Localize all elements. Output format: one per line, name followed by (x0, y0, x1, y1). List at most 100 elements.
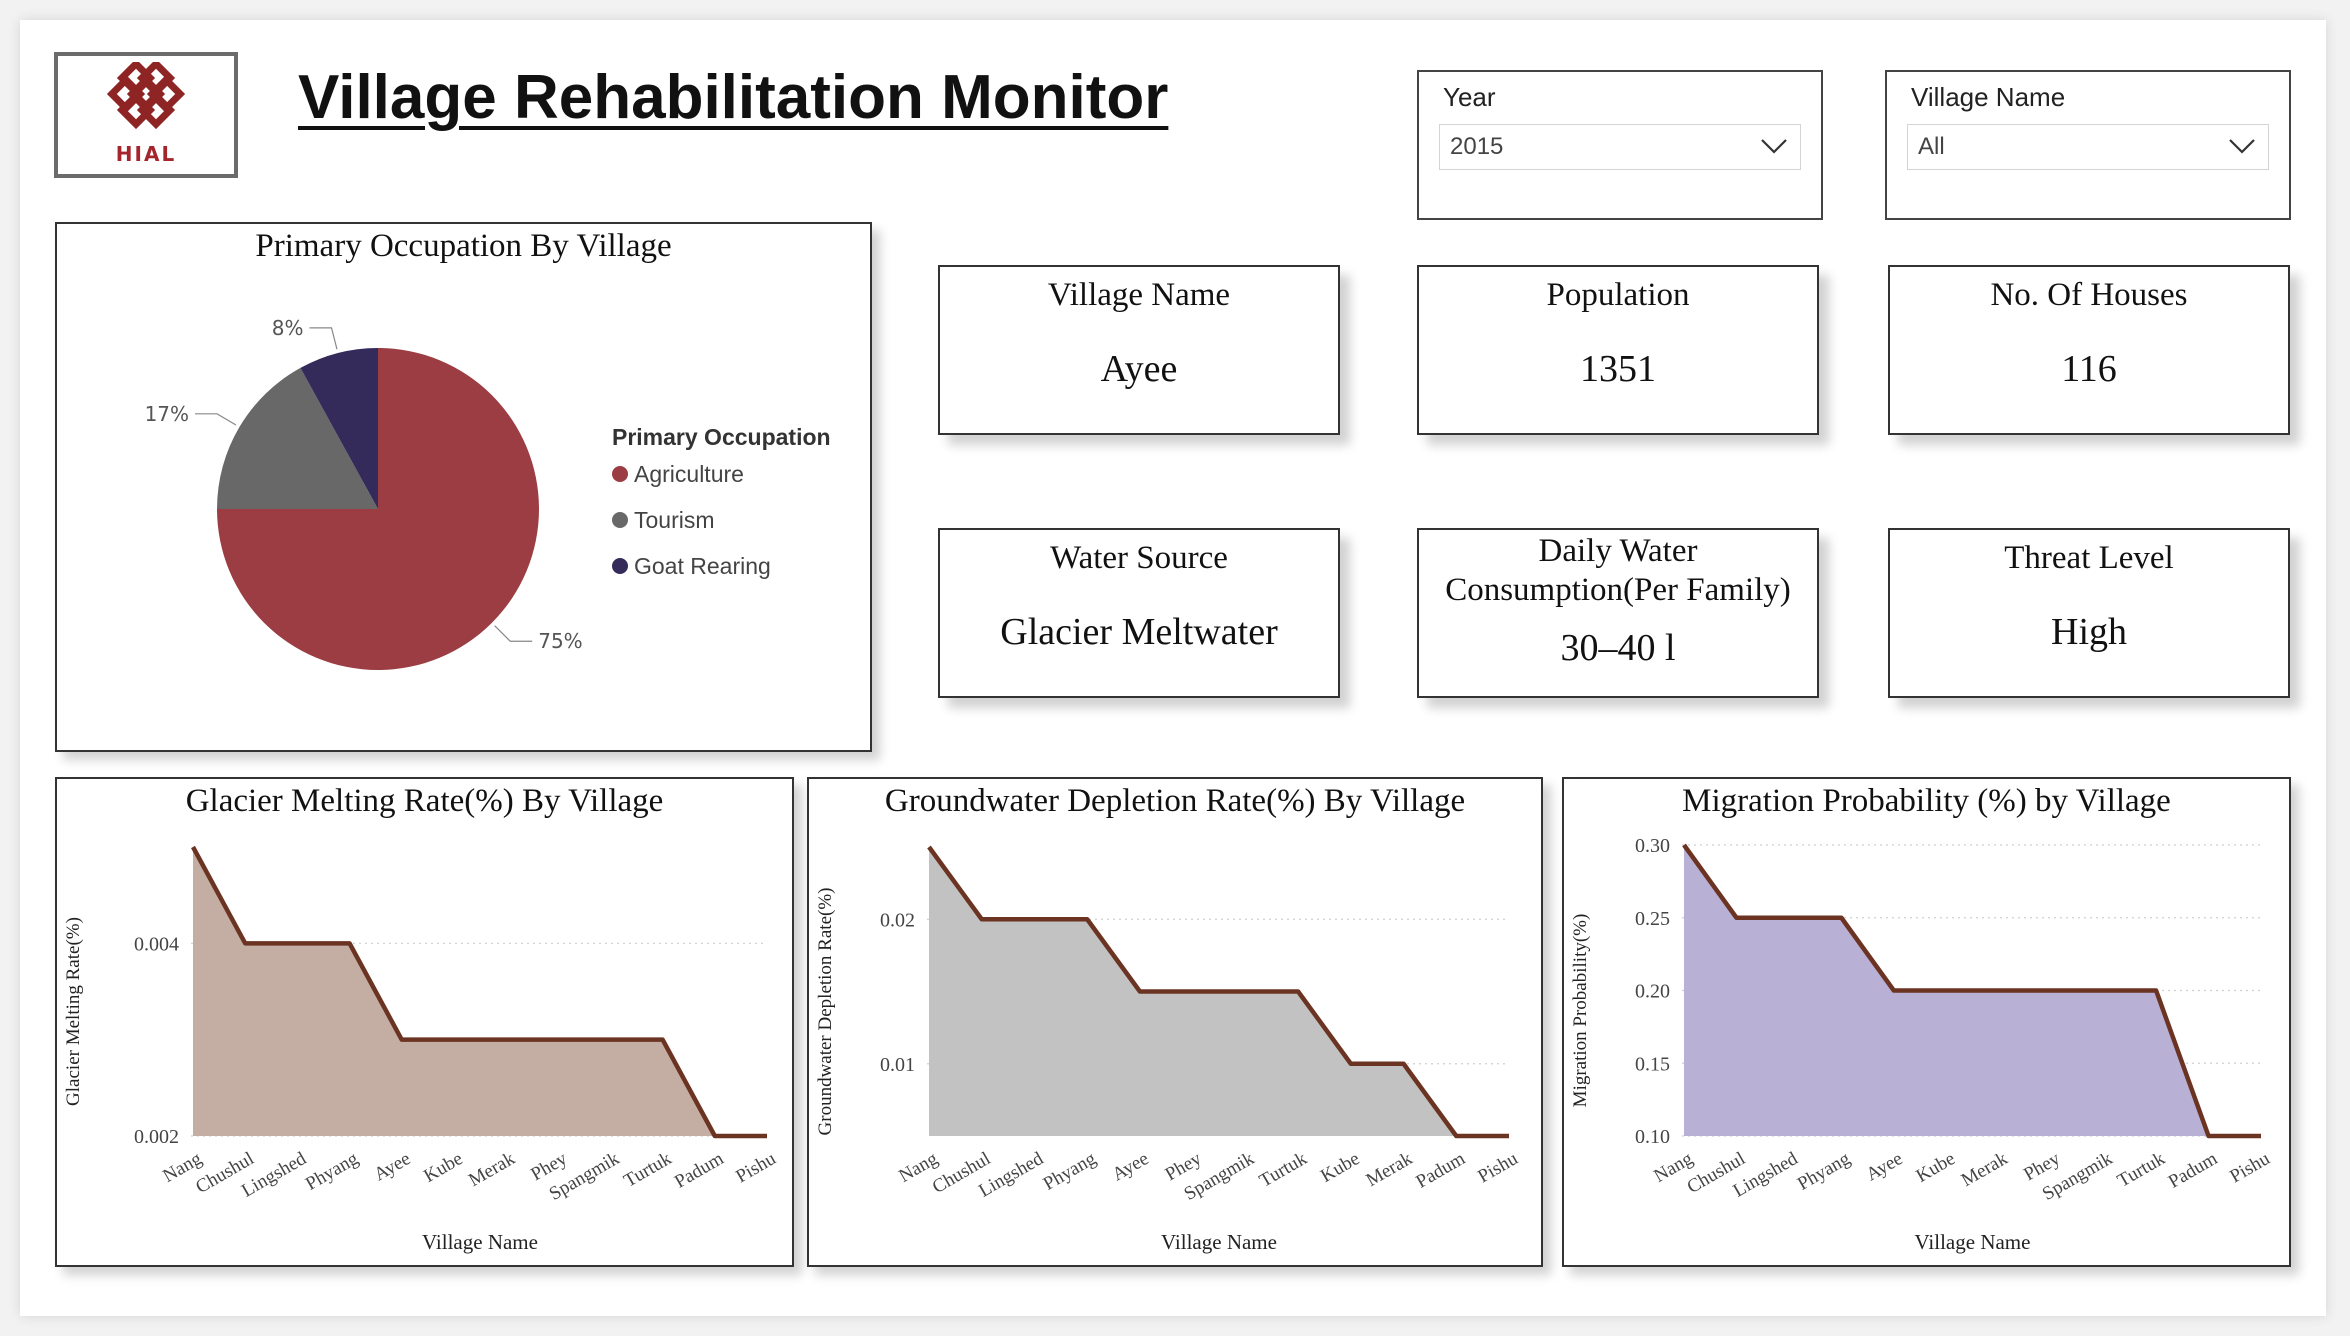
pie-slice-tourism (217, 367, 378, 509)
x-tick-label: Padum (2165, 1148, 2221, 1193)
pie-label-leader (195, 413, 237, 426)
legend-item-tourism[interactable]: Tourism (612, 497, 831, 543)
card-label: Water Source (1050, 540, 1228, 576)
x-tick-label: Pishu (732, 1148, 780, 1188)
x-tick-label: Kube (420, 1148, 466, 1187)
pie-legend: Primary Occupation Agriculture Tourism G… (612, 424, 831, 589)
migration-chart-title: Migration Probability (%) by Village (1682, 783, 2171, 819)
logo-text: HIAL (115, 142, 177, 166)
card-value: Ayee (1100, 348, 1178, 390)
threat-level-card: Threat Level High (1888, 528, 2290, 698)
year-dropdown-value: 2015 (1450, 133, 1504, 160)
card-label-line1: Daily Water (1538, 533, 1698, 569)
x-tick-label: Padum (1413, 1148, 1469, 1193)
village-name-card: Village Name Ayee (938, 265, 1340, 435)
pie-data-label: 8% (272, 316, 304, 340)
x-axis-label: Village Name (1915, 1230, 2031, 1254)
area-fill (193, 847, 767, 1136)
card-label-line2: Consumption(Per Family) (1445, 572, 1791, 608)
pie-slice-goat-rearing (300, 348, 378, 509)
card-label: Village Name (1047, 277, 1231, 313)
x-axis-label: Village Name (1161, 1230, 1277, 1254)
legend-title: Primary Occupation (612, 424, 831, 450)
x-axis-label: Village Name (422, 1230, 538, 1254)
y-tick-label: 0.002 (134, 1126, 179, 1148)
card-label: Population (1546, 277, 1690, 313)
glacier-melting-panel: Glacier Melting Rate(%) By Village 0.002… (55, 777, 794, 1267)
x-tick-label: Ayee (1863, 1148, 1907, 1185)
village-slicer-label: Village Name (1911, 82, 2066, 112)
water-source-card: Water Source Glacier Meltwater (938, 528, 1340, 698)
y-tick-label: 0.10 (1635, 1126, 1670, 1148)
y-axis-label: Glacier Melting Rate(%) (63, 917, 84, 1106)
migration-probability-panel: Migration Probability (%) by Village 0.1… (1562, 777, 2291, 1267)
y-axis-label: Groundwater Depletion Rate(%) (815, 888, 836, 1136)
legend-dot (612, 558, 628, 574)
card-label: Daily Water Consumption(Per Family) (1419, 532, 1817, 610)
x-tick-label: Phyang (302, 1148, 362, 1195)
x-tick-label: Merak (1363, 1148, 1417, 1191)
daily-water-card: Daily Water Consumption(Per Family) 30–4… (1417, 528, 1819, 698)
x-tick-label: Padum (671, 1148, 727, 1193)
endless-knot-icon (106, 62, 186, 130)
x-tick-label: Kube (1913, 1148, 1959, 1187)
card-label: Threat Level (2004, 540, 2174, 576)
x-tick-label: Turtuk (620, 1148, 675, 1192)
legend-item-agriculture[interactable]: Agriculture (612, 451, 831, 497)
occupation-pie-panel: Primary Occupation By Village 75% 17% 8% P… (55, 222, 872, 752)
chevron-down-icon (2229, 139, 2255, 154)
pie-chart-title: Primary Occupation By Village (255, 228, 672, 264)
x-tick-label: Kube (1317, 1148, 1363, 1187)
village-name-slicer: Village Name All (1885, 70, 2291, 220)
card-value: 30–40 l (1560, 627, 1676, 669)
houses-card: No. Of Houses 116 (1888, 265, 2290, 435)
series-line (927, 845, 1509, 1139)
glacier-chart-title: Glacier Melting Rate(%) By Village (185, 783, 664, 819)
population-card: Population 1351 (1417, 265, 1819, 435)
y-axis-label: Migration Probability(%) (1570, 914, 1591, 1108)
migration-probability-area-chart: 0.100.150.200.250.30NangChushulLingshedP… (1570, 835, 2274, 1254)
y-tick-label: 0.25 (1635, 908, 1670, 930)
x-tick-label: Turtuk (1256, 1148, 1311, 1192)
x-tick-label: Merak (1958, 1148, 2012, 1191)
groundwater-chart-title: Groundwater Depletion Rate(%) By Village (884, 783, 1466, 819)
village-dropdown[interactable]: All (1907, 124, 2269, 170)
x-tick-label: Pishu (1474, 1148, 1522, 1188)
card-value: High (2051, 611, 2127, 653)
village-dropdown-value: All (1918, 133, 1945, 160)
pie-data-label: 75% (538, 629, 582, 653)
y-tick-label: 0.20 (1635, 981, 1670, 1003)
x-tick-label: Merak (465, 1148, 519, 1191)
page-title: Village Rehabilitation Monitor (298, 63, 1169, 132)
year-slicer: Year 2015 (1417, 70, 1823, 220)
groundwater-depletion-panel: Groundwater Depletion Rate(%) By Village… (807, 777, 1543, 1267)
legend-label: Tourism (634, 506, 715, 533)
legend-label: Goat Rearing (634, 552, 771, 579)
y-tick-label: 0.30 (1635, 835, 1670, 857)
y-tick-label: 0.15 (1635, 1053, 1670, 1075)
pie-label-leader (494, 625, 533, 642)
x-tick-label: Phyang (1040, 1148, 1100, 1195)
x-tick-label: Ayee (371, 1148, 415, 1185)
x-tick-label: Pishu (2226, 1148, 2274, 1188)
x-tick-label: Phyang (1794, 1148, 1854, 1195)
card-value: Glacier Meltwater (1000, 611, 1278, 653)
x-tick-label: Turtuk (2114, 1148, 2169, 1192)
card-value: 116 (2061, 348, 2117, 390)
card-value: 1351 (1580, 348, 1656, 390)
pie-label-leader (309, 327, 338, 350)
hial-logo: HIAL (54, 52, 238, 178)
chevron-down-icon (1761, 139, 1787, 154)
x-tick-label: Ayee (1109, 1148, 1153, 1185)
legend-label: Agriculture (634, 460, 744, 487)
year-dropdown[interactable]: 2015 (1439, 124, 1801, 170)
y-tick-label: 0.02 (880, 909, 915, 931)
legend-dot (612, 466, 628, 482)
card-label: No. Of Houses (1990, 277, 2188, 313)
legend-item-goat-rearing[interactable]: Goat Rearing (612, 543, 831, 589)
y-tick-label: 0.004 (134, 933, 179, 955)
series-line (191, 845, 767, 1139)
y-tick-label: 0.01 (880, 1054, 915, 1076)
